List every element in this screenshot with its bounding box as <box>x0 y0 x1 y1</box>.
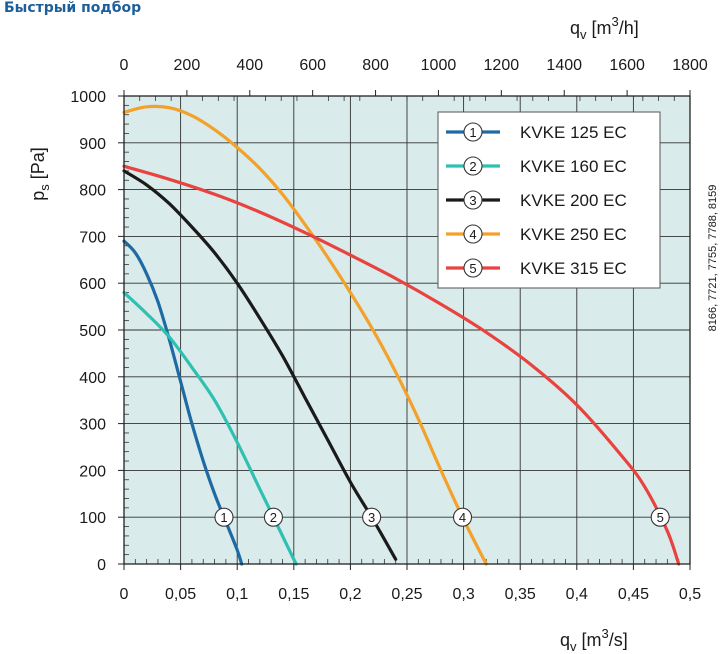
series-line <box>122 104 488 566</box>
x2-tick-label: 1600 <box>609 57 645 74</box>
x-tick-label: 0,45 <box>618 586 649 603</box>
code-note: 8166, 7721, 7755, 7788, 8159 <box>707 185 719 332</box>
x-tick-label: 0,5 <box>679 586 701 603</box>
plot-frame <box>123 95 691 565</box>
x2-tick-label: 1200 <box>484 57 520 74</box>
x2-axis-title: qv [m3/h] <box>570 14 639 42</box>
x-axis-title: qv [m3/s] <box>560 626 628 654</box>
series-marker <box>650 507 670 527</box>
curve-markers: 1 2 3 4 5 <box>214 507 670 527</box>
x-tick-label: 0,1 <box>226 586 248 603</box>
x-tick-label: 0,4 <box>566 586 588 603</box>
series-line <box>122 164 681 566</box>
x-tick-label: 0,3 <box>452 586 474 603</box>
x-tick-label: 0,2 <box>339 586 361 603</box>
legend-marker <box>463 122 483 142</box>
y-tick-label: 1000 <box>70 89 106 106</box>
x2-tick-label: 400 <box>236 57 263 74</box>
legend-marker <box>463 156 483 176</box>
x2-tick-label: 1400 <box>546 57 582 74</box>
series-line <box>122 169 398 561</box>
series-marker-label: 5 <box>657 510 664 525</box>
legend-label: KVKE 160 EC <box>520 157 627 176</box>
legend-marker <box>463 258 483 278</box>
legend-label: KVKE 125 EC <box>520 123 627 142</box>
y-tick-label: 700 <box>79 229 106 246</box>
x-tick-label: 0,05 <box>165 586 196 603</box>
x-tick-label: 0,25 <box>391 586 422 603</box>
legend-label: KVKE 315 EC <box>520 259 627 278</box>
y-tick-label: 600 <box>79 276 106 293</box>
x2-tick-label: 600 <box>299 57 326 74</box>
x2-tick-label: 1000 <box>421 57 457 74</box>
x2-tick-label: 800 <box>362 57 389 74</box>
legend-marker-label: 2 <box>469 159 476 174</box>
x-tick-label: 0 <box>120 586 129 603</box>
series-marker <box>214 507 234 527</box>
legend-marker-label: 1 <box>469 125 476 140</box>
legend-marker-label: 5 <box>469 261 476 276</box>
series-marker-label: 3 <box>368 510 375 525</box>
y-tick-label: 400 <box>79 370 106 387</box>
x-tick-label: 0,35 <box>505 586 536 603</box>
series-marker <box>452 507 473 527</box>
y-tick-label: 900 <box>79 136 106 153</box>
page-heading: Быстрый подбор <box>4 0 142 16</box>
x2-tick-label: 200 <box>174 57 201 74</box>
legend-marker <box>463 190 483 210</box>
series-marker-label: 2 <box>270 510 277 525</box>
series-marker <box>362 507 382 527</box>
y-tick-label: 100 <box>79 510 106 527</box>
legend-label: KVKE 250 EC <box>520 225 627 244</box>
series-marker-label: 4 <box>459 510 466 525</box>
tick-labels: 0 0,05 0,1 0,15 0,2 0,25 0,3 0,35 0,4 0,45 0,5 0 100… <box>70 57 707 603</box>
y-tick-label: 300 <box>79 417 106 434</box>
legend-marker-label: 4 <box>469 227 476 242</box>
x2-tick-label: 0 <box>120 57 129 74</box>
series-marker-label: 1 <box>220 510 227 525</box>
legend-label: KVKE 200 EC <box>520 191 627 210</box>
legend-marker-label: 3 <box>469 193 476 208</box>
x-tick-label: 0,15 <box>278 586 309 603</box>
legend-marker <box>463 224 483 244</box>
y-tick-label: 200 <box>79 463 106 480</box>
legend: 1 KVKE 125 EC 2 KVKE 160 EC 3 KVKE 200 EC 4 KVK… <box>437 111 661 289</box>
y-tick-label: 0 <box>97 557 106 574</box>
y-tick-label: 500 <box>79 323 106 340</box>
series-marker <box>263 507 283 527</box>
y-tick-label: 800 <box>79 183 106 200</box>
x2-tick-label: 1800 <box>672 57 708 74</box>
y-axis-title: ps [Pa] <box>28 147 52 201</box>
